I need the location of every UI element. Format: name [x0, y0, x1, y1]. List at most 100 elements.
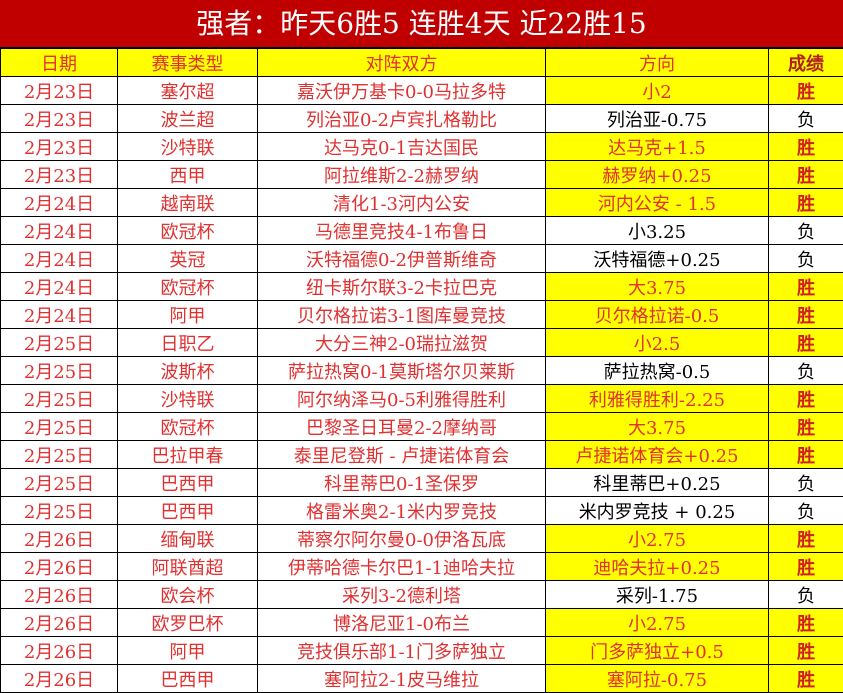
date-cell: 2月26日	[0, 636, 118, 665]
pick-cell: 米内罗竞技 + 0.25	[545, 496, 769, 525]
result-cell: 负	[768, 468, 843, 497]
match-cell: 清化1-3河内公安	[257, 188, 546, 217]
match-cell: 嘉沃伊万基卡0-0马拉多特	[257, 76, 546, 105]
header-league: 赛事类型	[117, 48, 258, 77]
table-row: 2月23日 波兰超 列治亚0-2卢宾扎格勒比 列治亚-0.75 负	[0, 104, 843, 133]
table-row: 2月25日 欧冠杯 巴黎圣日耳曼2-2摩纳哥 大3.75 胜	[0, 412, 843, 441]
result-cell: 胜	[768, 636, 843, 665]
pick-cell: 卢捷诺体育会+0.25	[545, 440, 769, 469]
result-cell: 负	[768, 496, 843, 525]
page-title: 强者：昨天6胜5 连胜4天 近22胜15	[0, 0, 843, 48]
result-cell: 胜	[768, 76, 843, 105]
table-row: 2月25日 沙特联 阿尔纳泽马0-5利雅得胜利 利雅得胜利-2.25 胜	[0, 384, 843, 413]
match-cell: 科里蒂巴0-1圣保罗	[257, 468, 546, 497]
table-row: 2月26日 巴西甲 塞阿拉2-1皮马维拉 塞阿拉-0.75 胜	[0, 664, 843, 693]
match-cell: 泰里尼登斯 - 卢捷诺体育会	[257, 440, 546, 469]
league-cell: 西甲	[117, 160, 258, 189]
pick-cell: 列治亚-0.75	[545, 104, 769, 133]
date-cell: 2月25日	[0, 468, 118, 497]
date-cell: 2月26日	[0, 664, 118, 693]
league-cell: 塞尔超	[117, 76, 258, 105]
table-row: 2月24日 欧冠杯 纽卡斯尔联3-2卡拉巴克 大3.75 胜	[0, 272, 843, 301]
league-cell: 越南联	[117, 188, 258, 217]
league-cell: 波斯杯	[117, 356, 258, 385]
pick-cell: 小2.75	[545, 608, 769, 637]
match-cell: 纽卡斯尔联3-2卡拉巴克	[257, 272, 546, 301]
match-cell: 列治亚0-2卢宾扎格勒比	[257, 104, 546, 133]
pick-cell: 小2.5	[545, 328, 769, 357]
date-cell: 2月26日	[0, 580, 118, 609]
date-cell: 2月26日	[0, 552, 118, 581]
result-cell: 胜	[768, 272, 843, 301]
date-cell: 2月25日	[0, 440, 118, 469]
pick-cell: 采列-1.75	[545, 580, 769, 609]
league-cell: 欧会杯	[117, 580, 258, 609]
result-cell: 负	[768, 244, 843, 273]
league-cell: 阿甲	[117, 300, 258, 329]
date-cell: 2月25日	[0, 496, 118, 525]
date-cell: 2月25日	[0, 412, 118, 441]
pick-cell: 沃特福德+0.25	[545, 244, 769, 273]
table-row: 2月25日 巴西甲 科里蒂巴0-1圣保罗 科里蒂巴+0.25 负	[0, 468, 843, 497]
date-cell: 2月23日	[0, 76, 118, 105]
table-row: 2月23日 西甲 阿拉维斯2-2赫罗纳 赫罗纳+0.25 胜	[0, 160, 843, 189]
pick-cell: 迪哈夫拉+0.25	[545, 552, 769, 581]
result-cell: 胜	[768, 524, 843, 553]
pick-cell: 小3.25	[545, 216, 769, 245]
pick-cell: 达马克+1.5	[545, 132, 769, 161]
league-cell: 沙特联	[117, 384, 258, 413]
pick-cell: 贝尔格拉诺-0.5	[545, 300, 769, 329]
table-row: 2月24日 欧冠杯 马德里竞技4-1布鲁日 小3.25 负	[0, 216, 843, 245]
date-cell: 2月23日	[0, 132, 118, 161]
league-cell: 英冠	[117, 244, 258, 273]
pick-cell: 大3.75	[545, 272, 769, 301]
table-row: 2月26日 阿联酋超 伊蒂哈德卡尔巴1-1迪哈夫拉 迪哈夫拉+0.25 胜	[0, 552, 843, 581]
table-row: 2月23日 沙特联 达马克0-1吉达国民 达马克+1.5 胜	[0, 132, 843, 161]
result-cell: 负	[768, 216, 843, 245]
league-cell: 巴西甲	[117, 664, 258, 693]
pick-cell: 小2.75	[545, 524, 769, 553]
result-cell: 胜	[768, 328, 843, 357]
league-cell: 巴拉甲春	[117, 440, 258, 469]
league-cell: 阿甲	[117, 636, 258, 665]
date-cell: 2月24日	[0, 188, 118, 217]
league-cell: 阿联酋超	[117, 552, 258, 581]
result-cell: 胜	[768, 384, 843, 413]
league-cell: 波兰超	[117, 104, 258, 133]
date-cell: 2月23日	[0, 104, 118, 133]
table-row: 2月23日 塞尔超 嘉沃伊万基卡0-0马拉多特 小2 胜	[0, 76, 843, 105]
table-row: 2月24日 英冠 沃特福德0-2伊普斯维奇 沃特福德+0.25 负	[0, 244, 843, 273]
date-cell: 2月25日	[0, 384, 118, 413]
table-row: 2月25日 波斯杯 萨拉热窝0-1莫斯塔尔贝莱斯 萨拉热窝-0.5 负	[0, 356, 843, 385]
result-cell: 胜	[768, 132, 843, 161]
header-row: 日期 赛事类型 对阵双方 方向 成绩	[0, 48, 843, 77]
match-cell: 塞阿拉2-1皮马维拉	[257, 664, 546, 693]
result-cell: 胜	[768, 608, 843, 637]
match-cell: 马德里竞技4-1布鲁日	[257, 216, 546, 245]
league-cell: 欧冠杯	[117, 272, 258, 301]
match-cell: 沃特福德0-2伊普斯维奇	[257, 244, 546, 273]
match-cell: 伊蒂哈德卡尔巴1-1迪哈夫拉	[257, 552, 546, 581]
match-cell: 大分三神2-0瑞拉滋贺	[257, 328, 546, 357]
match-cell: 贝尔格拉诺3-1图库曼竞技	[257, 300, 546, 329]
result-cell: 胜	[768, 552, 843, 581]
pick-cell: 小2	[545, 76, 769, 105]
league-cell: 沙特联	[117, 132, 258, 161]
match-cell: 采列3-2德利塔	[257, 580, 546, 609]
table-row: 2月26日 欧会杯 采列3-2德利塔 采列-1.75 负	[0, 580, 843, 609]
result-cell: 负	[768, 104, 843, 133]
match-cell: 巴黎圣日耳曼2-2摩纳哥	[257, 412, 546, 441]
pick-cell: 大3.75	[545, 412, 769, 441]
league-cell: 欧冠杯	[117, 412, 258, 441]
header-match: 对阵双方	[257, 48, 546, 77]
table-row: 2月25日 巴拉甲春 泰里尼登斯 - 卢捷诺体育会 卢捷诺体育会+0.25 胜	[0, 440, 843, 469]
table-row: 2月26日 缅甸联 蒂察尔阿尔曼0-0伊洛瓦底 小2.75 胜	[0, 524, 843, 553]
table-row: 2月24日 阿甲 贝尔格拉诺3-1图库曼竞技 贝尔格拉诺-0.5 胜	[0, 300, 843, 329]
league-cell: 巴西甲	[117, 468, 258, 497]
match-cell: 格雷米奥2-1米内罗竞技	[257, 496, 546, 525]
result-cell: 负	[768, 356, 843, 385]
result-cell: 胜	[768, 664, 843, 693]
date-cell: 2月26日	[0, 524, 118, 553]
pick-cell: 河内公安 - 1.5	[545, 188, 769, 217]
date-cell: 2月25日	[0, 328, 118, 357]
